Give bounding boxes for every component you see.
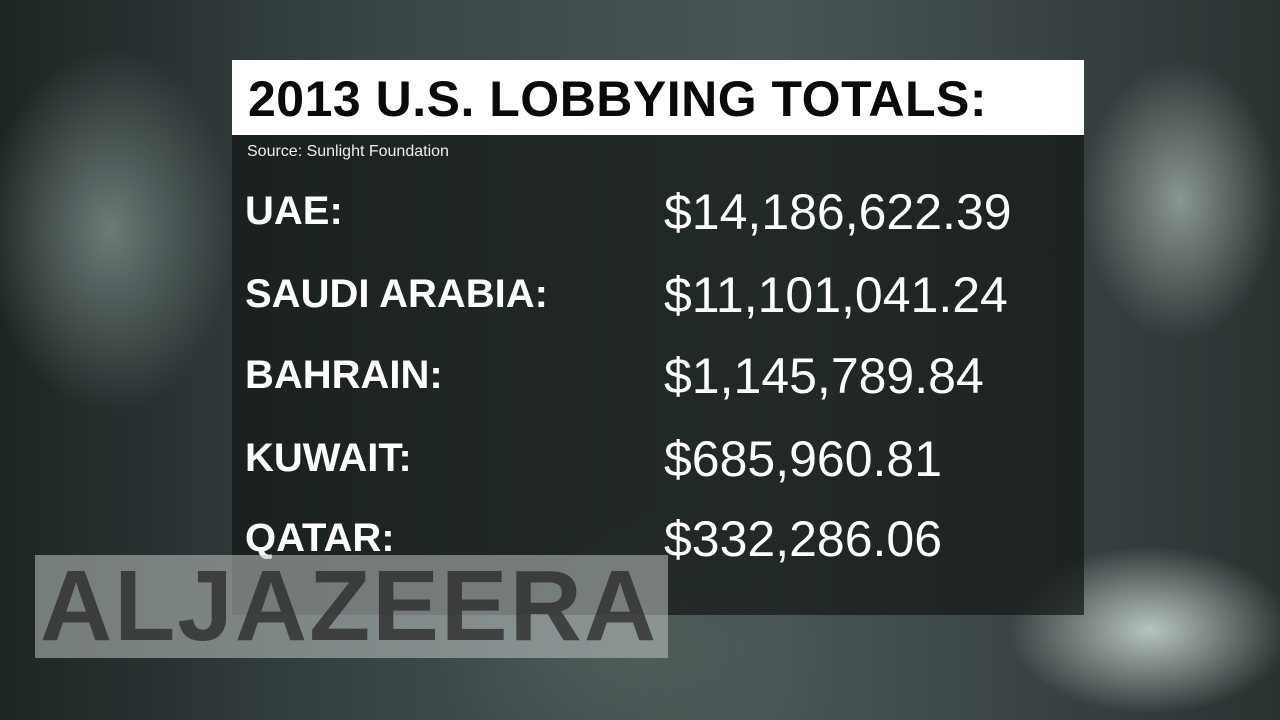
overlay-panel bbox=[232, 60, 1084, 615]
watermark: ALJAZEERA bbox=[40, 550, 659, 662]
title: 2013 U.S. LOBBYING TOTALS: bbox=[248, 71, 988, 127]
watermark-box bbox=[35, 555, 668, 658]
row-value: $11,101,041.24 bbox=[664, 267, 1008, 323]
row-value: $332,286.06 bbox=[664, 511, 943, 567]
row-value: $14,186,622.39 bbox=[664, 184, 1012, 240]
title-box bbox=[232, 60, 1084, 135]
row-label: QATAR: bbox=[245, 516, 395, 560]
source: Source: Sunlight Foundation bbox=[247, 143, 449, 160]
row-label: SAUDI ARABIA: bbox=[245, 272, 548, 316]
row-label: UAE: bbox=[245, 189, 343, 233]
row-value: $685,960.81 bbox=[664, 431, 943, 487]
row-label: KUWAIT: bbox=[245, 436, 412, 480]
row-label: BAHRAIN: bbox=[245, 353, 443, 397]
row-value: $1,145,789.84 bbox=[664, 348, 984, 404]
